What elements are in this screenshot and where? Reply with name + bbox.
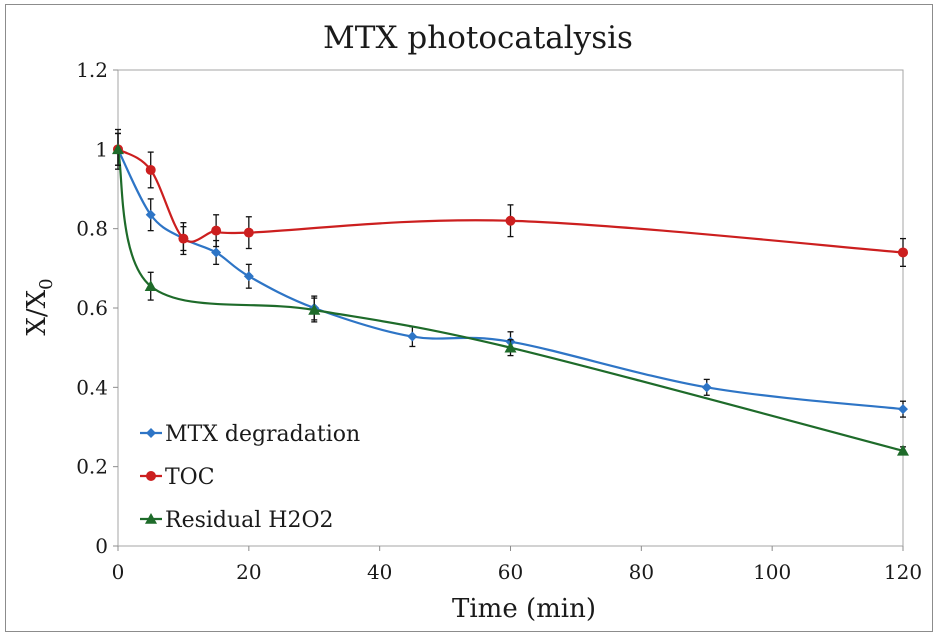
x-axis-title: Time (min) [452, 594, 596, 624]
series-line [117, 148, 904, 411]
series-layer [112, 128, 909, 456]
data-point [898, 404, 908, 415]
legend-label: Residual H2O2 [165, 508, 334, 533]
x-tick-label: 0 [112, 560, 125, 584]
legend-label: TOC [165, 465, 215, 490]
data-point [701, 382, 712, 393]
chart-frame [5, 4, 933, 632]
data-point [897, 444, 909, 456]
data-point [243, 271, 254, 282]
x-tick-label: 40 [367, 560, 392, 584]
y-tick-label: 0.6 [76, 296, 108, 320]
data-point [308, 303, 321, 315]
legend-swatch-marker [146, 471, 156, 481]
axes: 0 0.2 0.4 0.6 0.8 1 1.2 0 20 40 60 80 100 120 [76, 58, 922, 584]
data-point [407, 331, 418, 342]
x-tick-label: 60 [498, 560, 523, 584]
x-tick-label: 80 [629, 560, 654, 584]
x-tick-label: 20 [236, 560, 261, 584]
series-0 [113, 132, 908, 418]
legend: MTX degradation TOC Residual H2O2 [140, 422, 360, 533]
legend-label: MTX degradation [165, 422, 360, 447]
data-point [112, 143, 124, 155]
data-point [145, 209, 156, 220]
series-1 [113, 128, 908, 268]
data-point [505, 215, 516, 226]
data-point [243, 227, 254, 238]
plot-area [117, 69, 904, 547]
data-point [178, 233, 189, 244]
legend-item-1: TOC [140, 465, 215, 490]
data-point [144, 280, 157, 291]
data-point [145, 164, 156, 175]
y-tick-label: 1.2 [76, 58, 108, 82]
series-2 [112, 132, 909, 456]
y-tick-label: 0 [95, 534, 108, 558]
y-tick-label: 0.2 [76, 455, 108, 479]
series-line [116, 149, 904, 452]
y-tick-label: 0.4 [76, 375, 108, 399]
data-point [211, 225, 222, 236]
y-axis-title: X/X0 [22, 278, 57, 335]
y-tick-label: 1 [95, 137, 108, 161]
x-tick-label: 100 [753, 560, 791, 584]
y-tick-label: 0.8 [76, 217, 108, 241]
data-point [211, 247, 222, 258]
legend-swatch-marker [146, 428, 156, 438]
legend-item-2: Residual H2O2 [140, 508, 334, 533]
data-point [898, 247, 908, 258]
legend-swatch-marker [145, 513, 157, 524]
plot-border [117, 69, 904, 547]
legend-item-0: MTX degradation [140, 422, 360, 447]
data-point [504, 341, 517, 353]
y-axis-title-subscript: 0 [36, 278, 57, 289]
y-axis-title-main: X/X [22, 289, 52, 335]
chart-title: MTX photocatalysis [323, 20, 633, 56]
x-tick-label: 120 [884, 560, 922, 584]
